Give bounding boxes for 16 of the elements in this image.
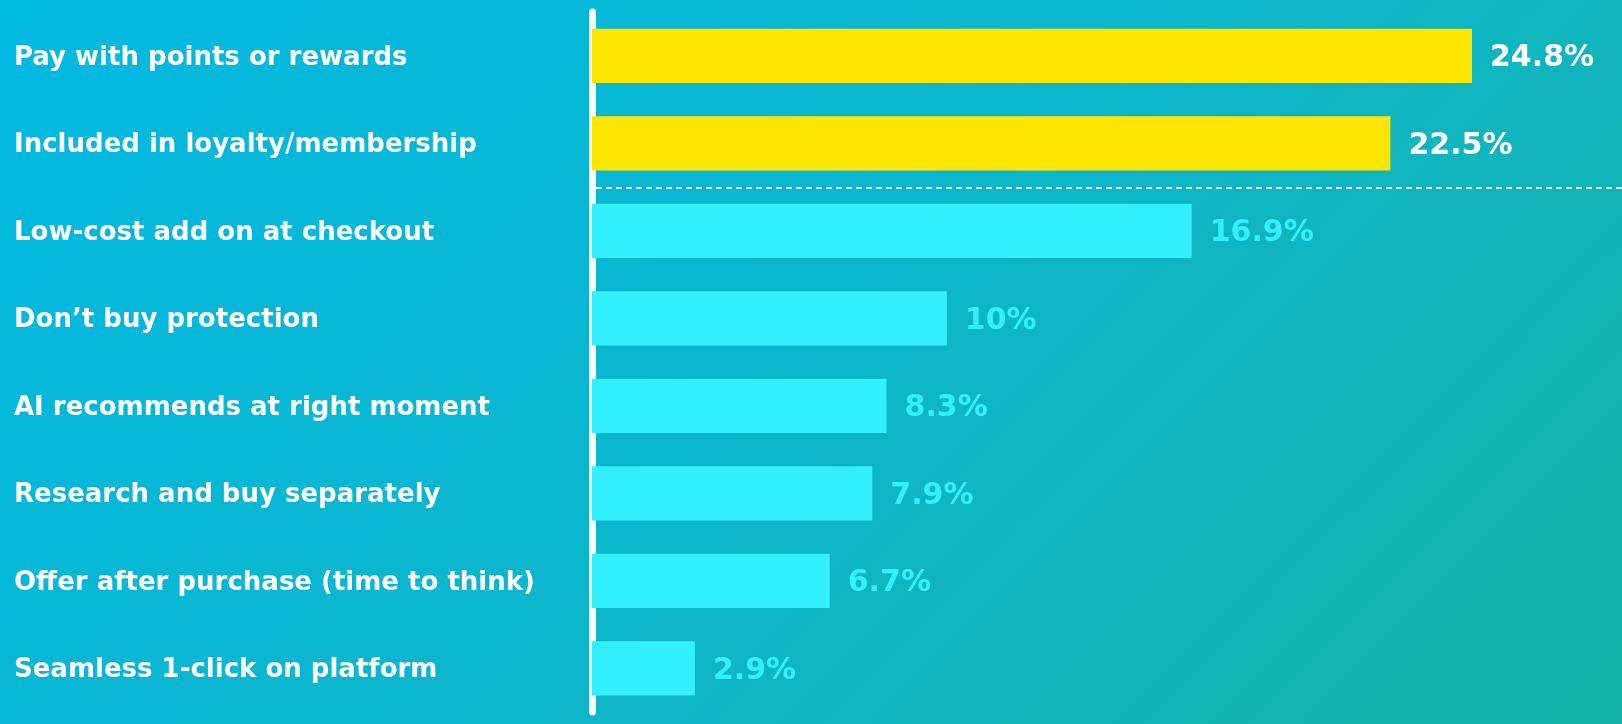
y-tick-label: Seamless 1-click on platform xyxy=(14,653,438,684)
data-label: 10% xyxy=(964,300,1037,336)
data-label: 7.9% xyxy=(890,475,974,511)
data-label: 8.3% xyxy=(904,388,988,424)
y-tick-label: Included in loyalty/membership xyxy=(14,128,477,159)
data-label: 24.8% xyxy=(1490,38,1595,74)
y-tick-label: Research and buy separately xyxy=(14,478,441,509)
data-label: 22.5% xyxy=(1408,125,1513,161)
y-tick-label: Don’t buy protection xyxy=(14,303,319,334)
y-tick-label: Offer after purchase (time to think) xyxy=(14,565,535,596)
data-label: 2.9% xyxy=(712,650,797,686)
data-label: 6.7% xyxy=(847,563,931,599)
y-tick-label: Pay with points or rewards xyxy=(14,40,408,71)
y-tick-label: Low-cost add on at checkout xyxy=(14,215,435,246)
data-label: 16.9% xyxy=(1209,213,1314,249)
y-tick-label: AI recommends at right moment xyxy=(14,390,491,421)
